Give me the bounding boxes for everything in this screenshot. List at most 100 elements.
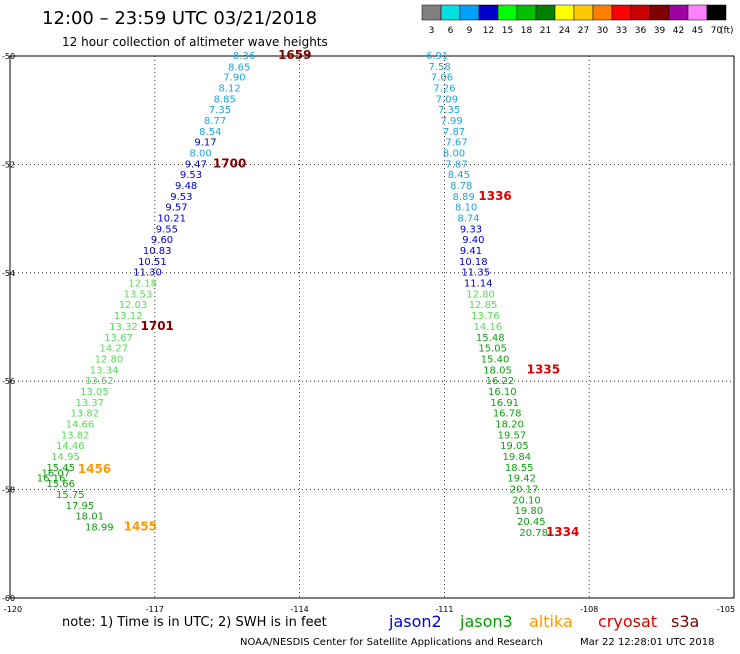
wave-height-value: 6.91	[426, 51, 448, 62]
wave-height-value: 7.35	[438, 105, 460, 116]
legend-label: 24	[559, 26, 571, 36]
wave-height-value: 18.01	[75, 512, 104, 523]
wave-height-value: 20.10	[512, 495, 541, 506]
wave-height-value: 13.34	[90, 365, 119, 376]
wave-height-value: 19.05	[500, 441, 529, 452]
wave-height-value: 17.95	[66, 501, 95, 512]
legend-unit: (ft)	[720, 26, 734, 36]
lat-lon-grid	[10, 56, 734, 598]
wave-height-value: 7.35	[209, 105, 231, 116]
legend-label: 39	[654, 26, 666, 36]
legend-swatch	[592, 4, 613, 21]
wave-height-value: 7.90	[223, 73, 245, 84]
legend-label: 21	[540, 26, 551, 36]
wave-height-value: 16.07	[42, 468, 71, 479]
legend-label: 42	[673, 26, 684, 36]
wave-height-value: 14.95	[51, 452, 80, 463]
wave-height-value: 13.52	[85, 376, 114, 387]
legend-swatch	[478, 4, 499, 21]
satellite-name: s3a	[671, 612, 699, 631]
latitude-label: -50	[2, 52, 15, 61]
wave-height-value: 12.18	[128, 279, 157, 290]
timestamp-text: Mar 22 12:28:01 UTC 2018	[580, 637, 715, 648]
satellite-track: 6.917.587.067.267.097.357.997.877.678.00…	[426, 51, 579, 539]
wave-height-value: 8.36	[233, 51, 255, 62]
wave-height-value: 20.17	[510, 485, 539, 496]
wave-height-value: 7.87	[445, 159, 467, 170]
latitude-labels: -50 -52 -54 -56 -58 -60	[2, 52, 15, 603]
longitude-label: -108	[580, 605, 598, 614]
pass-time-label: 1336	[478, 189, 511, 203]
map-title: 12:00 – 23:59 UTC 03/21/2018	[42, 8, 317, 29]
wave-height-value: 9.17	[194, 138, 216, 149]
wave-height-value: 19.80	[515, 506, 544, 517]
wave-height-value: 19.57	[498, 430, 527, 441]
wave-height-value: 8.54	[199, 127, 221, 138]
longitude-label: -114	[291, 605, 309, 614]
legend-swatch	[554, 4, 575, 21]
latitude-label: -54	[2, 269, 15, 278]
legend-swatch	[497, 4, 518, 21]
wave-height-value: 15.66	[46, 479, 75, 490]
wave-height-value: 9.33	[460, 224, 482, 235]
wave-height-value: 13.76	[471, 311, 500, 322]
legend-swatch	[573, 4, 594, 21]
legend-label: 6	[448, 26, 454, 36]
legend-swatch	[687, 4, 708, 21]
satellite-name: altika	[529, 612, 573, 631]
wave-height-value: 9.53	[180, 170, 202, 181]
longitude-label: -105	[717, 605, 735, 614]
legend-label: 9	[467, 26, 473, 36]
wave-height-value: 11.30	[133, 268, 162, 279]
legend-swatch	[668, 4, 689, 21]
wave-height-value: 15.45	[46, 463, 75, 474]
wave-height-value: 18.99	[85, 522, 114, 533]
wave-height-value: 8.77	[204, 116, 226, 127]
wave-height-value: 14.16	[474, 322, 503, 333]
wave-height-value: 19.84	[502, 452, 531, 463]
pass-time-label: 1335	[527, 362, 560, 376]
wave-height-value: 7.67	[445, 138, 467, 149]
pass-time-label: 1334	[546, 525, 579, 539]
map-subtitle: 12 hour collection of altimeter wave hei…	[62, 35, 328, 49]
wave-height-value: 9.40	[462, 235, 484, 246]
wave-height-value: 13.05	[80, 387, 109, 398]
wave-height-value: 10.18	[459, 257, 488, 268]
legend-swatch	[421, 4, 442, 21]
satellite-name: jason2	[388, 612, 442, 631]
wave-height-value: 18.55	[505, 463, 534, 474]
legend-label: 27	[578, 26, 589, 36]
pass-time-label: 1700	[213, 156, 246, 170]
wave-height-value: 13.82	[70, 409, 99, 420]
wave-height-value: 18.20	[495, 419, 524, 430]
wave-height-value: 7.99	[441, 116, 463, 127]
wave-height-value: 10.21	[157, 214, 186, 225]
wave-height-value: 9.60	[151, 235, 173, 246]
satellite-track: 8.368.657.908.128.857.358.778.549.178.00…	[37, 48, 312, 534]
wave-height-value: 14.27	[99, 344, 128, 355]
wave-height-value: 9.53	[170, 192, 192, 203]
wave-height-value: 15.40	[481, 354, 510, 365]
longitude-labels: -120 -117 -114 -111 -108 -105	[4, 605, 735, 614]
legend-label: 45	[692, 26, 703, 36]
wave-height-value: 8.10	[455, 203, 477, 214]
wave-height-value: 16.91	[490, 398, 519, 409]
legend-label: 30	[597, 26, 609, 36]
wave-height-value: 20.45	[517, 517, 546, 528]
wave-height-value: 13.32	[109, 322, 138, 333]
wave-height-value: 12.85	[469, 300, 498, 311]
legend-swatch	[516, 4, 537, 21]
wave-height-value: 7.09	[436, 94, 458, 105]
wave-height-value: 13.67	[104, 333, 133, 344]
wave-height-value: 12.80	[466, 289, 495, 300]
wave-height-value: 20.78	[519, 528, 548, 539]
wave-height-value: 19.42	[507, 474, 536, 485]
wave-height-value: 9.55	[156, 224, 178, 235]
wave-height-value: 11.35	[461, 268, 490, 279]
wave-height-value: 8.45	[448, 170, 470, 181]
credit-text: NOAA/NESDIS Center for Satellite Applica…	[240, 637, 543, 648]
wave-height-value: 9.41	[460, 246, 482, 257]
legend-swatch	[440, 4, 461, 21]
wave-height-value: 8.65	[228, 62, 250, 73]
